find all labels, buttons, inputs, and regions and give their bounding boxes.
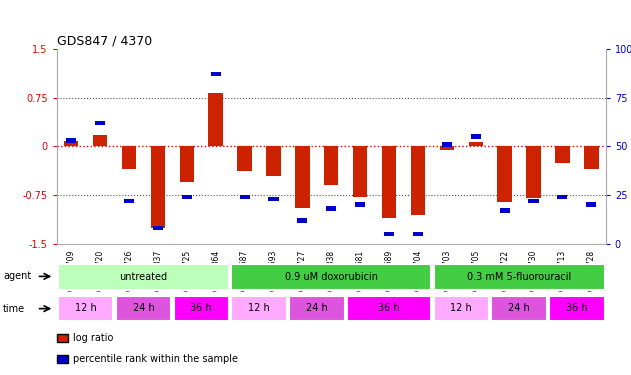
Bar	[433, 296, 489, 321]
Text: 24 h: 24 h	[508, 303, 530, 313]
Bar	[289, 296, 345, 321]
Bar	[232, 296, 286, 321]
Bar	[180, 146, 194, 182]
Bar	[268, 196, 278, 201]
Text: percentile rank within the sample: percentile rank within the sample	[73, 354, 237, 364]
Text: 24 h: 24 h	[306, 303, 327, 313]
Bar	[500, 209, 510, 213]
Bar	[326, 206, 336, 211]
Bar	[586, 202, 596, 207]
Bar	[468, 142, 483, 146]
Bar	[411, 146, 425, 214]
Bar	[153, 226, 163, 230]
Bar	[442, 142, 452, 147]
Bar	[549, 296, 604, 321]
Bar	[555, 146, 570, 162]
Bar	[347, 296, 431, 321]
Text: GDS847 / 4370: GDS847 / 4370	[57, 34, 152, 48]
Bar	[58, 264, 229, 290]
Bar	[93, 135, 107, 146]
Text: 36 h: 36 h	[378, 303, 400, 313]
Bar	[413, 232, 423, 236]
Bar	[115, 296, 171, 321]
Text: 24 h: 24 h	[133, 303, 155, 313]
Bar	[58, 296, 114, 321]
Bar	[557, 195, 567, 199]
Bar	[174, 296, 229, 321]
Text: 12 h: 12 h	[75, 303, 97, 313]
Bar	[240, 195, 250, 199]
Bar	[382, 146, 396, 218]
Bar	[353, 146, 367, 197]
Text: 0.9 uM doxorubicin: 0.9 uM doxorubicin	[285, 272, 378, 282]
Bar	[211, 72, 221, 76]
Bar	[526, 146, 541, 198]
Bar	[324, 146, 338, 185]
Bar	[122, 146, 136, 169]
Text: 12 h: 12 h	[451, 303, 472, 313]
Text: 12 h: 12 h	[248, 303, 270, 313]
Bar	[297, 218, 307, 223]
Text: 36 h: 36 h	[191, 303, 212, 313]
Bar	[492, 296, 547, 321]
Bar	[584, 146, 599, 169]
Text: 36 h: 36 h	[566, 303, 587, 313]
Bar	[497, 146, 512, 201]
Bar	[355, 202, 365, 207]
Bar	[471, 134, 481, 139]
Text: agent: agent	[3, 272, 32, 281]
Bar	[433, 264, 604, 290]
Text: time: time	[3, 304, 25, 313]
Bar	[529, 199, 539, 203]
Text: log ratio: log ratio	[73, 333, 113, 343]
Bar	[95, 121, 105, 125]
Bar	[237, 146, 252, 171]
Text: untreated: untreated	[119, 272, 168, 282]
Bar	[64, 141, 78, 146]
Bar	[295, 146, 310, 208]
Bar	[66, 138, 76, 142]
Bar	[208, 93, 223, 146]
Bar	[151, 146, 165, 228]
Bar	[266, 146, 281, 176]
Text: 0.3 mM 5-fluorouracil: 0.3 mM 5-fluorouracil	[467, 272, 571, 282]
Bar	[384, 232, 394, 236]
Bar	[440, 146, 454, 150]
Bar	[124, 199, 134, 203]
Bar	[182, 195, 192, 199]
Bar	[232, 264, 431, 290]
